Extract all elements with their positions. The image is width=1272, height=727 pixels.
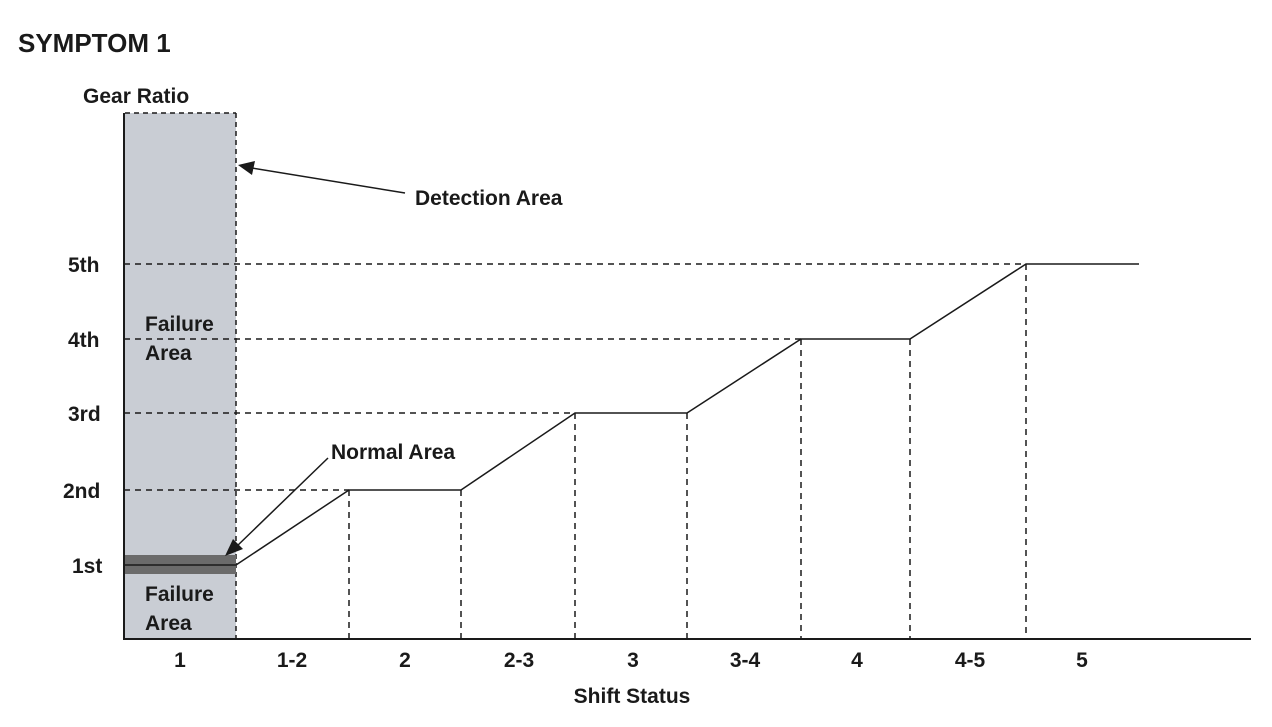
x-tick-3: 3 — [627, 649, 639, 672]
y-tick-1st: 1st — [72, 555, 102, 578]
gear-ratio-line — [125, 263, 1139, 566]
x-tick-1: 1 — [174, 649, 186, 672]
x-tick-4: 4 — [851, 649, 863, 672]
normal-area-arrowhead — [225, 539, 243, 556]
x-tick-3-4: 3-4 — [730, 649, 761, 672]
normal-area-arrow-line — [235, 457, 329, 548]
normal-area-label: Normal Area — [331, 441, 455, 464]
y-tick-4th: 4th — [68, 329, 100, 352]
detection-area-arrow-line — [251, 167, 406, 194]
x-axis-label: Shift Status — [574, 685, 691, 708]
y-tick-2nd: 2nd — [63, 480, 100, 503]
failure-area-lower-line1: Failure — [145, 583, 214, 606]
detection-area — [125, 113, 236, 639]
detection-area-label: Detection Area — [415, 187, 563, 210]
failure-area-lower-line2: Area — [145, 612, 192, 635]
x-tick-2: 2 — [399, 649, 411, 672]
diagram-title: SYMPTOM 1 — [18, 28, 171, 58]
x-tick-4-5: 4-5 — [955, 649, 986, 672]
y-axis-label: Gear Ratio — [83, 85, 189, 108]
failure-area-upper-line2: Area — [145, 342, 192, 365]
x-tick-2-3: 2-3 — [504, 649, 534, 672]
x-tick-1-2: 1-2 — [277, 649, 307, 672]
detection-area-arrowhead — [238, 161, 255, 175]
y-tick-5th: 5th — [68, 254, 100, 277]
x-tick-5: 5 — [1076, 649, 1088, 672]
failure-area-upper-line1: Failure — [145, 313, 214, 336]
y-tick-3rd: 3rd — [68, 403, 101, 426]
